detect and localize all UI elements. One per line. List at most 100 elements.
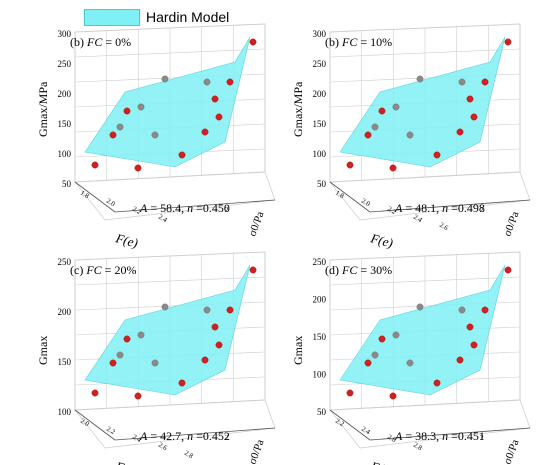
x-tick-label: 2.2 (105, 425, 117, 437)
data-point (364, 359, 372, 367)
fit-annotation: A = 58.4, n =0.450 (139, 201, 230, 215)
x-tick-label: 2.6 (386, 433, 398, 445)
z-axis-line (114, 427, 276, 441)
data-point (123, 107, 131, 115)
data-point (389, 164, 397, 172)
data-point (456, 128, 464, 136)
y-tick-label: 50 (62, 179, 72, 189)
z-tick-label: 2 (480, 206, 484, 214)
data-point (456, 356, 464, 364)
x-axis-label: F(e) (113, 230, 139, 251)
data-point (215, 341, 223, 349)
data-point (371, 351, 379, 359)
y-tick-label: 200 (313, 295, 327, 305)
hardin-plane (84, 264, 251, 396)
x-tick-label: 1.8 (79, 189, 91, 201)
data-point (151, 131, 159, 139)
data-point (116, 351, 124, 359)
x-tick-label: 2.0 (360, 197, 372, 209)
y-tick-label: 250 (313, 59, 327, 69)
data-point (346, 161, 354, 169)
data-point (378, 107, 386, 115)
data-point (346, 389, 354, 397)
chart-panel-3: 100 150 200 250 2.0 2.2 2.4 2.6 2.8 2 Gmax Fe σ0/Pa (… (36, 251, 276, 465)
data-point (201, 128, 209, 136)
data-point (226, 78, 234, 86)
y-tick-label: 200 (58, 307, 72, 317)
y-tick-label: 300 (58, 29, 72, 39)
data-point (249, 266, 257, 274)
data-point (481, 78, 489, 86)
y-axis-label: Gmax (36, 336, 50, 365)
z-axis-label: σ0/Pa (247, 210, 267, 238)
data-point (91, 161, 99, 169)
x-axis-label: Fe (113, 458, 131, 465)
x-tick-label: 2.8 (412, 441, 424, 453)
x-axis-line (74, 181, 116, 213)
data-point (178, 151, 186, 159)
y-tick-label: 50 (317, 407, 327, 417)
data-point (161, 75, 169, 83)
data-point (371, 123, 379, 131)
data-point (406, 131, 414, 139)
panel-label: (b) FC = 0% (70, 35, 131, 49)
data-point (91, 389, 99, 397)
data-point (211, 323, 219, 331)
y-axis-label: Gmax/MPa (291, 81, 305, 137)
z-tick-label: 2 (225, 206, 229, 214)
data-point (416, 75, 424, 83)
z-tick-label: 2 (480, 434, 484, 442)
x-axis-label: F(e) (368, 458, 394, 465)
x-axis-line (329, 181, 371, 213)
data-point (109, 131, 117, 139)
chart-panel-2: 50 100 150 200 250 300 1.8 2.0 2.2 2.4 2.6 2 Gmax/MP… (291, 23, 531, 251)
data-point (137, 103, 145, 111)
data-point (392, 331, 400, 339)
x-tick-label: 2.2 (131, 205, 143, 217)
x-tick-label: 2.0 (105, 197, 117, 209)
x-axis-line (329, 409, 371, 441)
y-tick-label: 150 (313, 332, 327, 342)
z-axis-label: σ0/Pa (502, 438, 522, 465)
x-tick-label: 2.4 (412, 213, 424, 225)
data-point (249, 38, 257, 46)
data-point (215, 113, 223, 121)
data-point (226, 306, 234, 314)
y-tick-label: 200 (313, 89, 327, 99)
y-tick-label: 50 (317, 179, 327, 189)
z-axis-line (114, 199, 276, 213)
data-point (470, 341, 478, 349)
data-point (151, 359, 159, 367)
x-tick-label: 2.2 (334, 417, 346, 429)
chart-panel-4: 50 100 150 200 250 2.2 2.4 2.6 2.8 2 Gmax F(e) σ0/Pa… (291, 251, 531, 465)
legend-label: Hardin Model (146, 9, 230, 25)
data-point (389, 392, 397, 400)
data-point (116, 123, 124, 131)
x-axis-line (74, 409, 116, 441)
x-tick-label: 2.6 (438, 221, 450, 233)
x-tick-label: 2.4 (131, 433, 143, 445)
y-tick-label: 200 (58, 89, 72, 99)
data-point (470, 113, 478, 121)
data-point (458, 78, 466, 86)
data-point (211, 95, 219, 103)
data-point (466, 95, 474, 103)
data-point (203, 306, 211, 314)
hardin-plane (339, 264, 506, 396)
panel-label: (d) FC = 30% (325, 263, 392, 277)
x-axis-label: F(e) (368, 230, 394, 251)
x-tick-label: 2.4 (157, 213, 169, 225)
data-point (416, 303, 424, 311)
data-point (178, 379, 186, 387)
data-point (109, 359, 117, 367)
legend-swatch (84, 8, 140, 26)
data-point (466, 323, 474, 331)
y-tick-label: 250 (313, 257, 327, 267)
data-point (137, 331, 145, 339)
data-point (504, 38, 512, 46)
x-tick-label: 1.8 (334, 189, 346, 201)
x-tick-label: 2.4 (360, 425, 372, 437)
x-tick-label: 2.6 (157, 441, 169, 453)
legend: Hardin Model (84, 8, 229, 26)
y-tick-label: 250 (58, 59, 72, 69)
